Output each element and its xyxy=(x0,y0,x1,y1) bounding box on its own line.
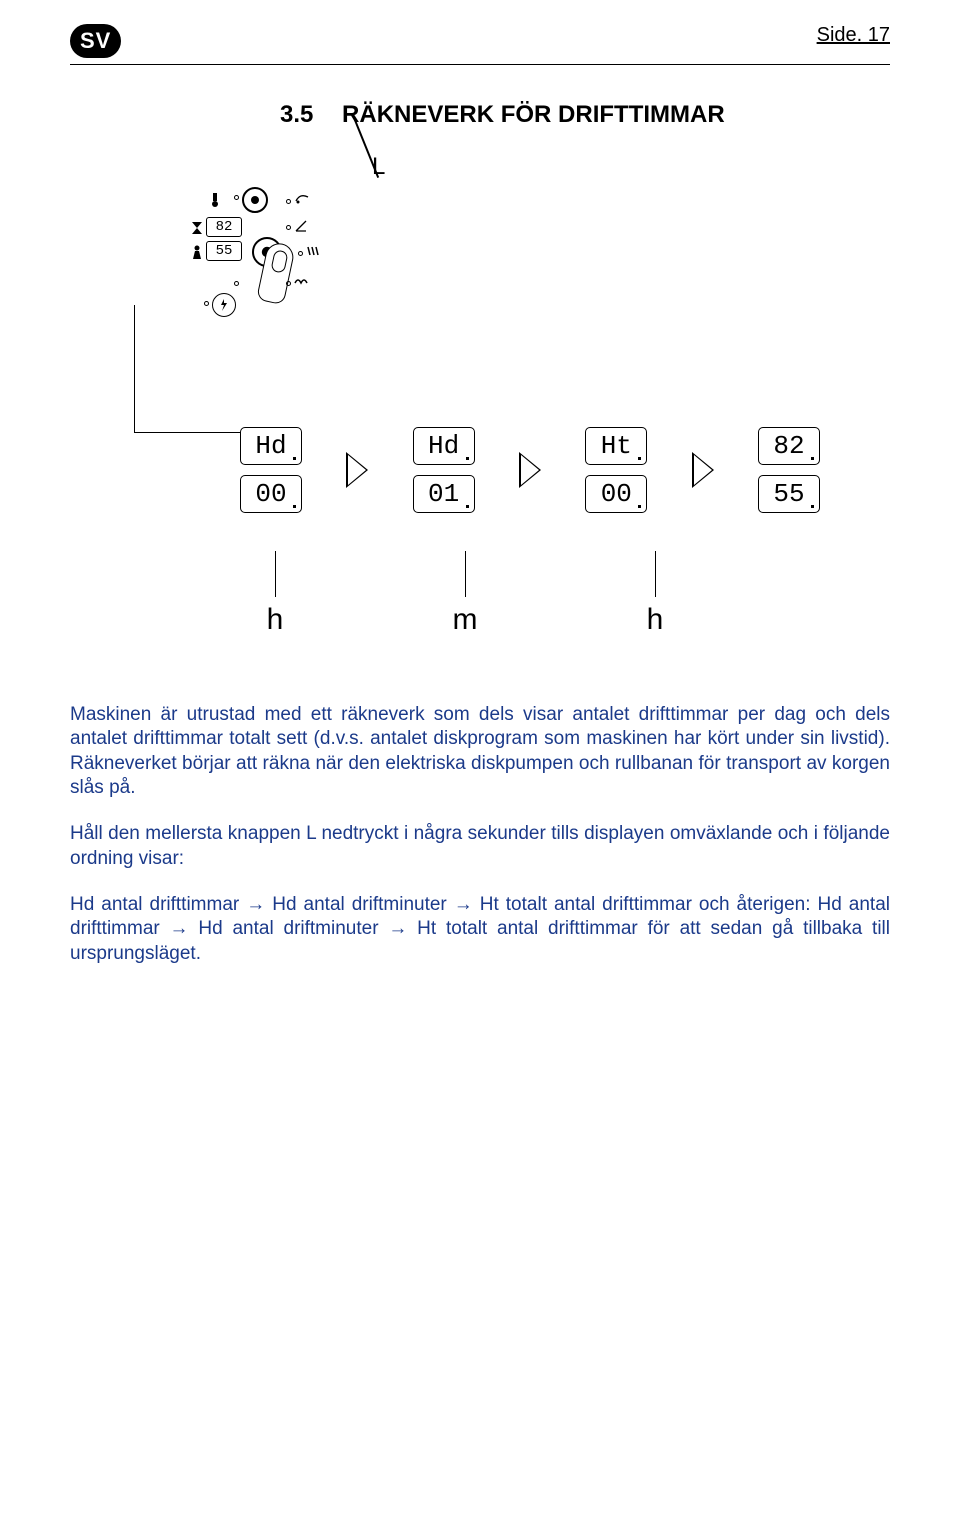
segment-display: 01 xyxy=(413,475,475,513)
display-pair: Hd 01 xyxy=(413,427,475,513)
section-heading: RÄKNEVERK FÖR DRIFTTIMMAR xyxy=(342,101,725,128)
mini-display-top: 82 xyxy=(206,217,242,237)
dot-icon xyxy=(234,195,239,200)
page-header: SV Side. 17 xyxy=(70,24,890,58)
arrow-icon xyxy=(519,452,541,488)
hourglass-icon xyxy=(190,221,204,235)
page: SV Side. 17 3.5 RÄKNEVERK FÖR DRIFTTIMMA… xyxy=(0,0,960,1532)
dot-icon xyxy=(286,225,291,230)
unit-lead-line xyxy=(655,551,656,597)
dot-icon xyxy=(286,199,291,204)
unit-label: h xyxy=(647,603,664,637)
unit-item: h xyxy=(615,551,695,637)
arrow-icon xyxy=(346,452,368,488)
mini-display-bottom: 55 xyxy=(206,241,242,261)
unit-item: m xyxy=(425,551,505,637)
page-number: Side. 17 xyxy=(817,24,890,47)
segment-display: 00 xyxy=(585,475,647,513)
tap-icon xyxy=(294,191,312,205)
segment-display: 82 xyxy=(758,427,820,465)
body-paragraph-2: Håll den mellersta knappen L nedtryckt i… xyxy=(70,822,890,871)
unit-item: h xyxy=(235,551,315,637)
rain-icon xyxy=(306,245,322,259)
display-pair: 82 55 xyxy=(758,427,820,513)
segment-display: Hd xyxy=(413,427,475,465)
thermometer-icon xyxy=(208,193,222,207)
body-paragraph-3: Hd antal drifttimmar → Hd antal driftmin… xyxy=(70,893,890,966)
section-title: 3.5 RÄKNEVERK FÖR DRIFTTIMMAR xyxy=(280,101,890,129)
dot-icon xyxy=(298,251,303,256)
bracket-line xyxy=(134,305,256,433)
unit-row: h m h xyxy=(235,577,695,637)
dot-icon xyxy=(286,281,291,286)
person-icon xyxy=(190,245,204,259)
section-number: 3.5 xyxy=(280,101,313,128)
knob-temp xyxy=(242,187,268,213)
display-pair: Hd 00 xyxy=(240,427,302,513)
unit-lead-line xyxy=(275,551,276,597)
diagram: L 82 55 xyxy=(90,147,870,677)
unit-lead-line xyxy=(465,551,466,597)
language-badge: SV xyxy=(70,24,121,58)
unit-label: h xyxy=(267,603,284,637)
segment-display: 00 xyxy=(240,475,302,513)
dot-icon xyxy=(234,281,239,286)
arrow-icon xyxy=(692,452,714,488)
segment-display: Hd xyxy=(240,427,302,465)
display-row: Hd 00 Hd 01 Ht 00 82 55 xyxy=(240,415,820,525)
header-rule xyxy=(70,64,890,65)
wave-icon xyxy=(294,273,312,287)
unit-label: m xyxy=(453,603,478,637)
segment-display: Ht xyxy=(585,427,647,465)
display-pair: Ht 00 xyxy=(585,427,647,513)
segment-display: 55 xyxy=(758,475,820,513)
angle-icon xyxy=(294,219,308,233)
body-paragraph-1: Maskinen är utrustad med ett räkneverk s… xyxy=(70,703,890,800)
